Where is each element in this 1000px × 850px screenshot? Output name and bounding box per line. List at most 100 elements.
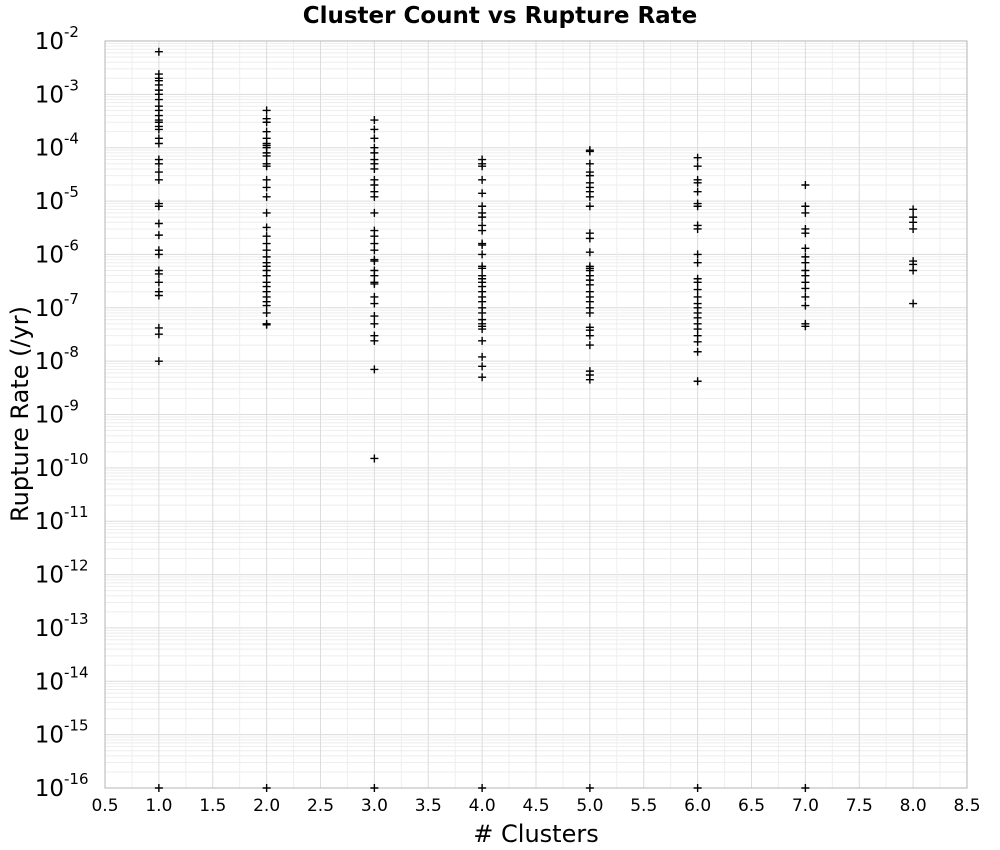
x-tick-label: 8.0 <box>900 796 927 816</box>
data-point <box>262 151 271 160</box>
data-point <box>693 224 702 233</box>
x-tick-label: 2.5 <box>307 796 334 816</box>
data-point <box>478 226 487 235</box>
data-point <box>585 784 594 792</box>
x-tick-label: 6.0 <box>684 796 711 816</box>
data-point <box>154 231 163 240</box>
x-tick-label: 3.0 <box>361 796 388 816</box>
y-tick-base: 10 <box>35 616 64 642</box>
data-point <box>154 278 163 287</box>
data-point <box>478 189 487 198</box>
data-point <box>262 239 271 248</box>
data-point <box>262 271 271 280</box>
y-tick-label: 10 -8 <box>35 343 79 375</box>
data-point <box>909 218 918 227</box>
data-point <box>478 241 487 250</box>
data-point <box>154 269 163 278</box>
data-point <box>262 223 271 232</box>
y-tick-exponent: -5 <box>64 183 79 201</box>
data-point <box>262 175 271 184</box>
y-tick-exponent: -4 <box>64 130 79 148</box>
data-point <box>693 178 702 187</box>
data-point <box>478 213 487 222</box>
data-point <box>370 312 379 321</box>
y-tick-base: 10 <box>35 456 64 482</box>
data-point <box>154 219 163 228</box>
data-point <box>585 192 594 201</box>
data-points <box>154 47 918 792</box>
data-point <box>154 202 163 211</box>
data-point <box>585 234 594 243</box>
data-point <box>154 125 163 134</box>
y-tick-exponent: -7 <box>64 290 79 308</box>
data-point <box>370 192 379 201</box>
data-point <box>585 308 594 317</box>
data-point <box>262 301 271 310</box>
x-tick-label: 7.5 <box>846 796 873 816</box>
data-point <box>370 232 379 241</box>
x-tick-label: 6.5 <box>738 796 765 816</box>
x-tick-label: 0.5 <box>91 796 118 816</box>
data-point <box>585 147 594 156</box>
data-point <box>154 139 163 148</box>
y-tick-base: 10 <box>35 776 64 802</box>
x-tick-label: 8.5 <box>953 796 980 816</box>
data-point <box>801 292 810 301</box>
x-tick-label: 1.5 <box>199 796 226 816</box>
data-point <box>478 162 487 171</box>
data-point <box>262 320 271 329</box>
data-point <box>585 280 594 289</box>
y-tick-exponent: -12 <box>64 557 89 575</box>
data-point <box>693 202 702 211</box>
data-point <box>801 229 810 238</box>
data-point <box>909 224 918 233</box>
data-point <box>370 365 379 374</box>
y-tick-exponent: -13 <box>64 610 89 628</box>
data-point <box>801 271 810 280</box>
y-tick-exponent: -10 <box>64 450 89 468</box>
data-point <box>262 208 271 217</box>
data-point <box>585 248 594 257</box>
data-point <box>370 336 379 345</box>
data-point <box>370 208 379 217</box>
y-tick-base: 10 <box>35 563 64 589</box>
x-tick-label: 4.5 <box>522 796 549 816</box>
data-point <box>478 336 487 345</box>
data-point <box>585 159 594 168</box>
data-point <box>370 246 379 255</box>
data-point <box>693 162 702 171</box>
x-tick-label: 5.5 <box>630 796 657 816</box>
data-point <box>693 250 702 259</box>
y-tick-exponent: -8 <box>64 343 79 361</box>
x-tick-label: 7.0 <box>792 796 819 816</box>
x-tick-label: 1.0 <box>145 796 172 816</box>
data-point <box>693 258 702 267</box>
y-tick-label: 10 -4 <box>35 130 79 162</box>
data-point <box>154 330 163 339</box>
data-point <box>262 162 271 171</box>
y-tick-label: 10 -11 <box>35 503 89 535</box>
y-tick-exponent: -3 <box>64 76 79 94</box>
data-point <box>478 373 487 382</box>
data-point <box>262 118 271 127</box>
data-point <box>478 264 487 273</box>
y-tick-base: 10 <box>35 403 64 429</box>
data-point <box>154 357 163 366</box>
data-point <box>154 47 163 56</box>
data-point <box>478 325 487 334</box>
y-tick-exponent: -11 <box>64 503 89 521</box>
data-point <box>693 347 702 356</box>
data-point <box>478 250 487 259</box>
y-tick-label: 10 -15 <box>35 717 89 749</box>
data-point <box>478 362 487 371</box>
y-axis-label: Rupture Rate (/yr) <box>6 306 34 522</box>
data-point <box>370 125 379 134</box>
data-point <box>154 159 163 168</box>
data-point <box>370 257 379 266</box>
y-tick-label: 10 -9 <box>35 397 79 429</box>
y-tick-label: 10 -14 <box>35 663 89 695</box>
data-point <box>262 784 271 792</box>
data-point <box>693 153 702 162</box>
data-point <box>801 258 810 267</box>
